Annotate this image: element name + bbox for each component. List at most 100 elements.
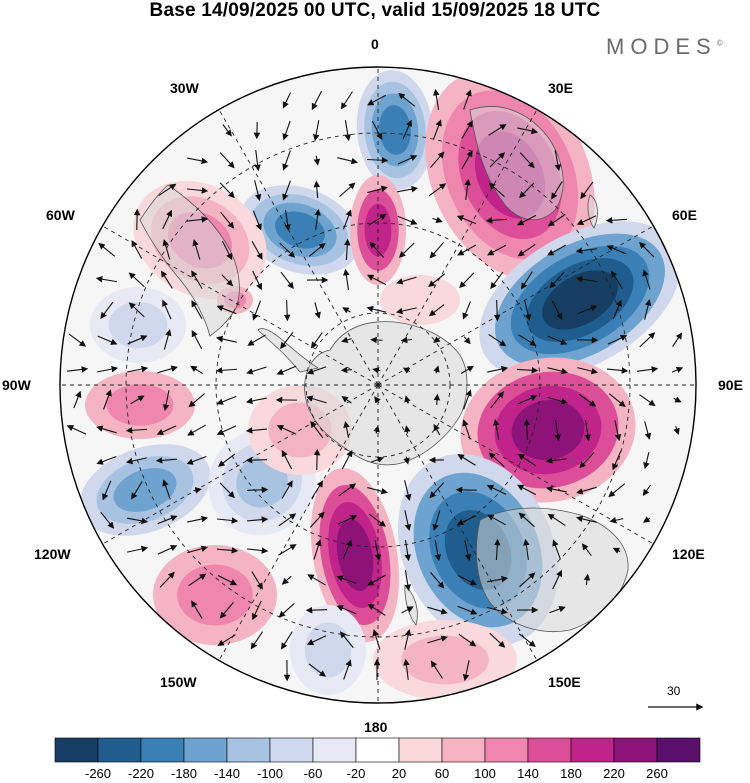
colorbar-swatch — [613, 737, 658, 763]
anomaly-blob — [290, 605, 366, 695]
wind-arrow — [547, 513, 566, 526]
wind-arrow — [97, 335, 118, 345]
colorbar-swatch — [398, 737, 443, 763]
anomaly-contour — [379, 105, 411, 155]
wind-arrow — [459, 272, 475, 289]
wind-arrow — [462, 660, 470, 682]
wind-arrow — [130, 395, 145, 405]
colorbar-swatch — [140, 737, 185, 763]
anomaly-blob — [153, 545, 277, 645]
lon-label-180: 180 — [364, 719, 388, 735]
wind-arrow — [614, 420, 622, 442]
wind-arrow — [607, 335, 628, 345]
meridian-line — [377, 384, 654, 545]
wind-arrow — [490, 391, 504, 409]
wind-arrow — [128, 302, 145, 318]
wind-arrow — [344, 238, 351, 261]
wind-arrow — [433, 365, 440, 374]
wind-arrow — [643, 451, 650, 470]
wind-arrow — [282, 120, 291, 141]
wind-arrow — [404, 480, 412, 501]
colorbar-swatch — [54, 737, 99, 763]
wind-arrow — [457, 574, 478, 586]
wind-arrow — [337, 515, 358, 525]
meridian-line — [377, 109, 538, 386]
lon-label-150w: 150W — [160, 674, 197, 690]
south-america — [139, 184, 240, 337]
wind-arrow — [403, 456, 410, 465]
wind-arrow — [609, 517, 624, 524]
wind-arrow — [160, 270, 173, 289]
wind-arrow — [128, 272, 145, 288]
wind-arrow — [517, 395, 538, 405]
wind-arrow — [193, 487, 202, 494]
wind-arrow — [642, 516, 651, 523]
wind-arrow — [367, 94, 387, 106]
wind-arrow — [612, 299, 622, 320]
wind-arrow — [396, 276, 417, 285]
wind-arrow — [456, 515, 477, 526]
wind-arrow — [427, 606, 448, 615]
wind-arrow — [576, 486, 597, 495]
wind-arrow — [517, 127, 539, 135]
wind-arrow — [519, 152, 535, 169]
wind-arrow — [280, 331, 294, 349]
wind-arrow — [488, 123, 507, 136]
wind-arrow — [157, 545, 178, 555]
wind-arrow — [552, 569, 563, 590]
wind-arrow — [342, 307, 351, 314]
wind-arrow — [516, 366, 539, 374]
wind-arrow — [549, 606, 566, 614]
wind-arrow — [432, 216, 443, 223]
wind-arrow — [456, 215, 477, 225]
antarctica — [304, 321, 468, 466]
colorbar-swatch — [355, 737, 400, 763]
wind-arrow — [192, 239, 201, 260]
colorbar-swatch — [441, 737, 486, 763]
wind-arrow — [218, 453, 236, 467]
colorbar-tick-label: 140 — [517, 766, 539, 781]
wind-arrow — [280, 271, 294, 290]
wind-arrow — [584, 420, 591, 442]
wind-arrow — [187, 424, 206, 436]
wind-arrow — [308, 242, 326, 257]
wind-arrow — [398, 92, 416, 107]
colorbar-swatch — [226, 737, 271, 763]
wind-arrow — [493, 538, 501, 561]
wind-arrow — [221, 240, 233, 261]
wind-arrow — [162, 479, 171, 500]
colorbar-tick-label: -20 — [347, 766, 366, 781]
anomaly-contour — [401, 635, 489, 685]
wind-arrow — [549, 272, 565, 289]
wind-arrow — [313, 448, 321, 471]
wind-arrow — [313, 180, 321, 199]
wind-arrow — [433, 88, 440, 110]
wind-arrow — [306, 366, 327, 375]
wind-arrow — [95, 275, 117, 283]
wind-arrow — [97, 365, 119, 373]
wind-arrow — [397, 185, 419, 193]
wind-arrow — [612, 450, 622, 471]
wind-arrow — [339, 631, 354, 649]
wind-arrow — [464, 178, 471, 200]
wind-arrow — [577, 367, 599, 375]
wind-arrow — [252, 300, 262, 321]
lon-label-150e: 150E — [548, 674, 581, 690]
wind-arrow — [581, 543, 592, 557]
wind-arrow — [518, 512, 535, 528]
madagascar — [587, 194, 598, 229]
colorbar-swatch — [312, 737, 357, 763]
wind-arrow — [312, 120, 320, 142]
wind-arrow — [523, 418, 531, 441]
wind-arrow — [311, 480, 323, 499]
wind-arrow — [216, 395, 237, 405]
wind-arrow — [580, 181, 594, 200]
wind-arrow — [216, 425, 237, 435]
wind-arrow — [545, 485, 567, 493]
wind-arrow — [156, 425, 177, 435]
wind-arrow — [404, 425, 411, 434]
anomaly-contour — [108, 301, 168, 349]
colorbar-swatch — [183, 737, 228, 763]
wind-arrow — [463, 89, 472, 110]
colorbar-swatch — [656, 737, 701, 763]
